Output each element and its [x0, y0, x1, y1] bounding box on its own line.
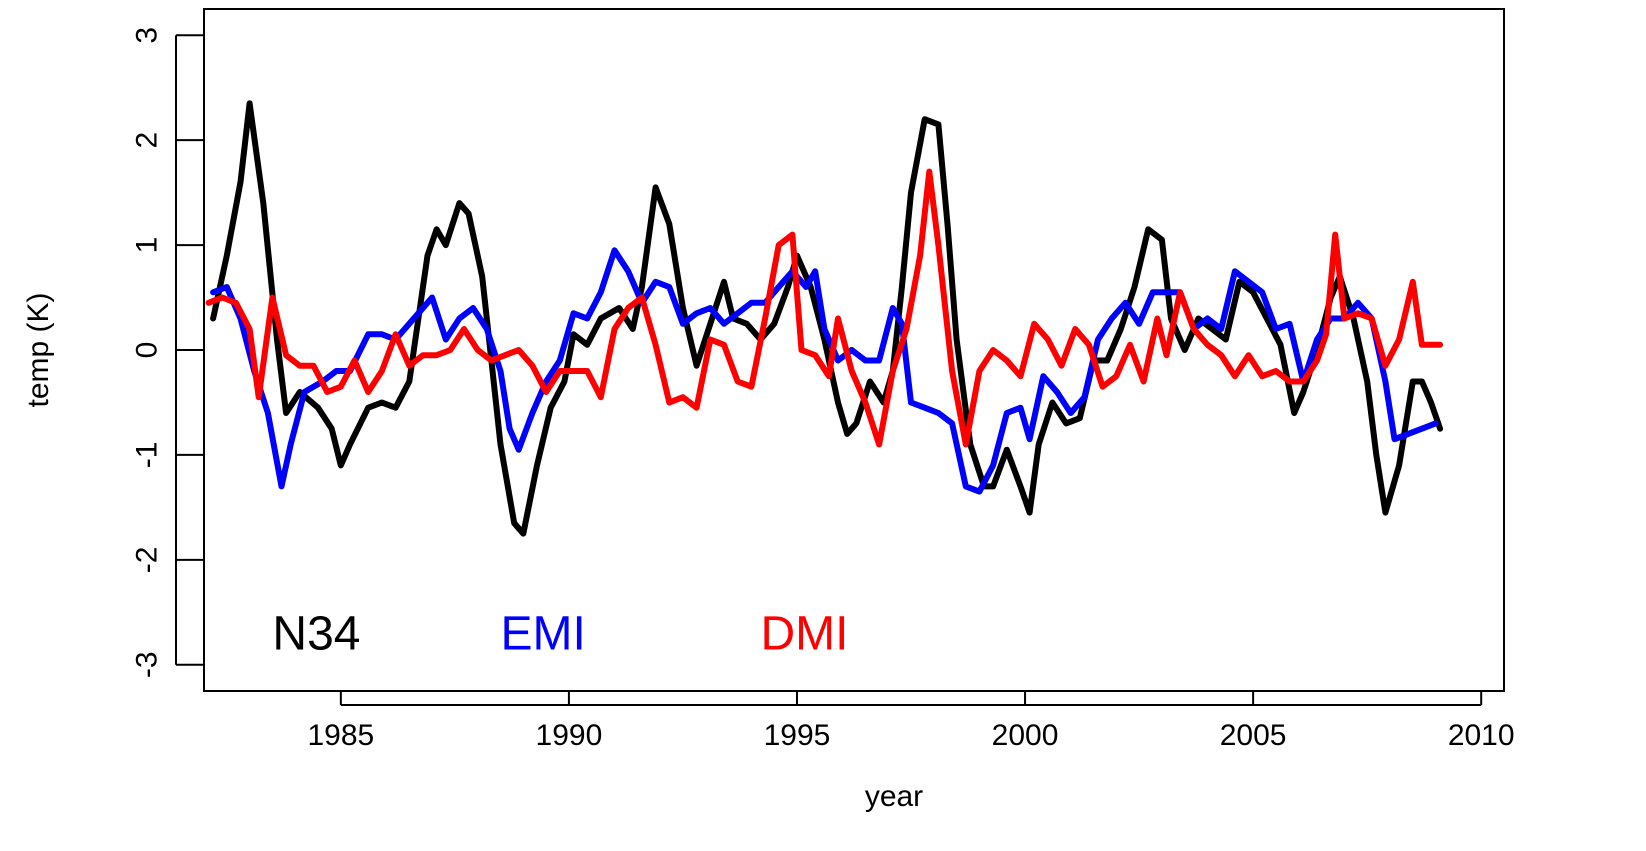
legend-label-emi: EMI: [500, 607, 585, 660]
y-tick-label: -2: [131, 547, 164, 574]
y-tick-label: -3: [131, 651, 164, 678]
legend: N34 EMI DMI: [272, 607, 848, 660]
y-tick-label: 2: [131, 132, 164, 149]
y-tick-label: 0: [131, 342, 164, 359]
x-tick-label: 2005: [1220, 719, 1287, 752]
y-axis-title: temp (K): [22, 292, 55, 407]
series-layer: [205, 100, 1444, 537]
x-tick-label: 1995: [764, 719, 831, 752]
x-axis-title: year: [865, 780, 923, 813]
x-tick-label: 2000: [992, 719, 1059, 752]
series-line-n34: [210, 100, 1444, 537]
y-axis: -3 -2 -1 0 1 2 3: [131, 27, 204, 678]
series-line-dmi: [205, 168, 1444, 448]
y-tick-label: 1: [131, 237, 164, 254]
y-tick-label: -1: [131, 442, 164, 469]
x-tick-label: 2010: [1448, 719, 1515, 752]
x-tick-label: 1990: [536, 719, 603, 752]
legend-label-n34: N34: [272, 607, 360, 660]
x-tick-label: 1985: [307, 719, 374, 752]
legend-label-dmi: DMI: [760, 607, 848, 660]
y-tick-label: 3: [131, 27, 164, 44]
x-axis: 1985 1990 1995 2000 2005 2010: [307, 691, 1515, 752]
